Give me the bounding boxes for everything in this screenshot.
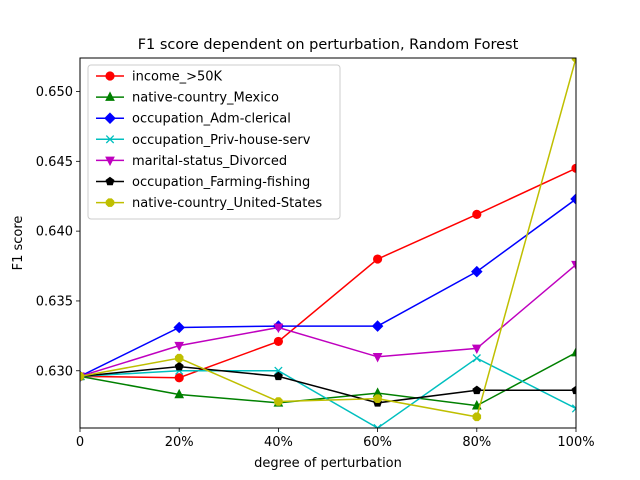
data-point — [471, 265, 483, 278]
data-point — [373, 394, 382, 403]
data-point — [174, 373, 184, 383]
data-point — [372, 254, 383, 264]
y-tick-label: 0.630 — [36, 364, 73, 379]
legend-item: marital-status_Divorced — [96, 154, 287, 169]
legend-marker — [105, 198, 115, 207]
data-point — [472, 385, 482, 395]
x-tick-label: 20% — [165, 435, 194, 450]
data-point — [273, 371, 283, 381]
data-point — [274, 366, 283, 375]
legend-item: occupation_Farming-fishing — [96, 175, 310, 190]
y-axis: 0.630 0.635 0.640 0.645 0.650 — [36, 85, 80, 379]
data-point — [571, 346, 576, 357]
data-point — [273, 323, 284, 334]
legend: income_>50K native-country_Mexico occupati… — [87, 64, 341, 220]
series-line — [80, 58, 576, 418]
plot-frame — [79, 57, 577, 429]
data-point — [174, 388, 185, 399]
x-axis: 0 20% 40% 60% 80% 100% — [76, 428, 595, 450]
legend-marker — [105, 135, 115, 144]
data-point — [371, 320, 384, 332]
data-point — [571, 260, 576, 271]
legend-box — [87, 64, 341, 220]
y-tick-label: 0.650 — [36, 85, 73, 100]
series-line — [80, 198, 576, 378]
legend-marker — [105, 71, 115, 81]
legend-label: income_>50K — [132, 70, 223, 85]
data-point — [174, 341, 185, 352]
x-tick-label: 40% — [264, 435, 293, 450]
x-tick-label: 0 — [76, 435, 84, 450]
data-point — [174, 361, 184, 371]
data-point — [472, 209, 482, 219]
data-point — [571, 404, 576, 413]
legend-label: occupation_Farming-fishing — [132, 175, 310, 190]
data-point — [80, 372, 85, 381]
data-point — [373, 423, 382, 428]
series-line — [80, 167, 576, 379]
data-point — [174, 353, 184, 363]
x-tick-label: 100% — [557, 435, 594, 450]
y-axis-label: F1 score — [11, 216, 26, 271]
data-point — [571, 58, 576, 63]
series-marital-status_Divorced — [80, 260, 576, 383]
data-point — [472, 412, 482, 422]
y-tick-label: 0.645 — [36, 155, 73, 170]
series-layer — [80, 58, 576, 428]
legend-label: occupation_Adm-clerical — [132, 112, 291, 127]
legend-label: native-country_United-States — [132, 196, 322, 211]
data-point — [570, 193, 576, 205]
chart-title: F1 score dependent on perturbation, Rand… — [138, 37, 519, 53]
series-line — [80, 351, 576, 407]
y-tick-label: 0.640 — [36, 225, 73, 240]
legend-item: native-country_United-States — [96, 196, 322, 211]
data-point — [472, 354, 481, 363]
legend-item: native-country_Mexico — [96, 91, 279, 106]
x-tick-label: 80% — [462, 435, 491, 450]
legend-label: occupation_Priv-house-serv — [132, 133, 311, 148]
y-tick-label: 0.635 — [36, 294, 73, 309]
x-axis-label: degree of perturbation — [254, 456, 402, 471]
series-occupation_Adm-clerical — [80, 193, 576, 383]
legend-item: occupation_Priv-house-serv — [96, 133, 311, 148]
data-point — [273, 336, 283, 347]
data-point — [173, 321, 185, 334]
data-point — [571, 385, 576, 395]
x-tick-label: 60% — [363, 435, 392, 450]
legend-item: occupation_Adm-clerical — [96, 112, 291, 127]
legend-marker — [105, 91, 115, 101]
data-point — [471, 344, 482, 355]
legend-marker — [104, 112, 116, 124]
data-point — [372, 352, 383, 363]
series-line — [80, 264, 576, 378]
series-native-country_United-States — [80, 58, 576, 422]
legend-label: native-country_Mexico — [132, 91, 279, 106]
legend-item: income_>50K — [96, 70, 223, 85]
legend-marker — [105, 156, 115, 167]
series-line — [80, 365, 576, 404]
legend-label: marital-status_Divorced — [132, 154, 287, 169]
data-point — [274, 397, 283, 406]
legend-marker — [105, 176, 115, 186]
